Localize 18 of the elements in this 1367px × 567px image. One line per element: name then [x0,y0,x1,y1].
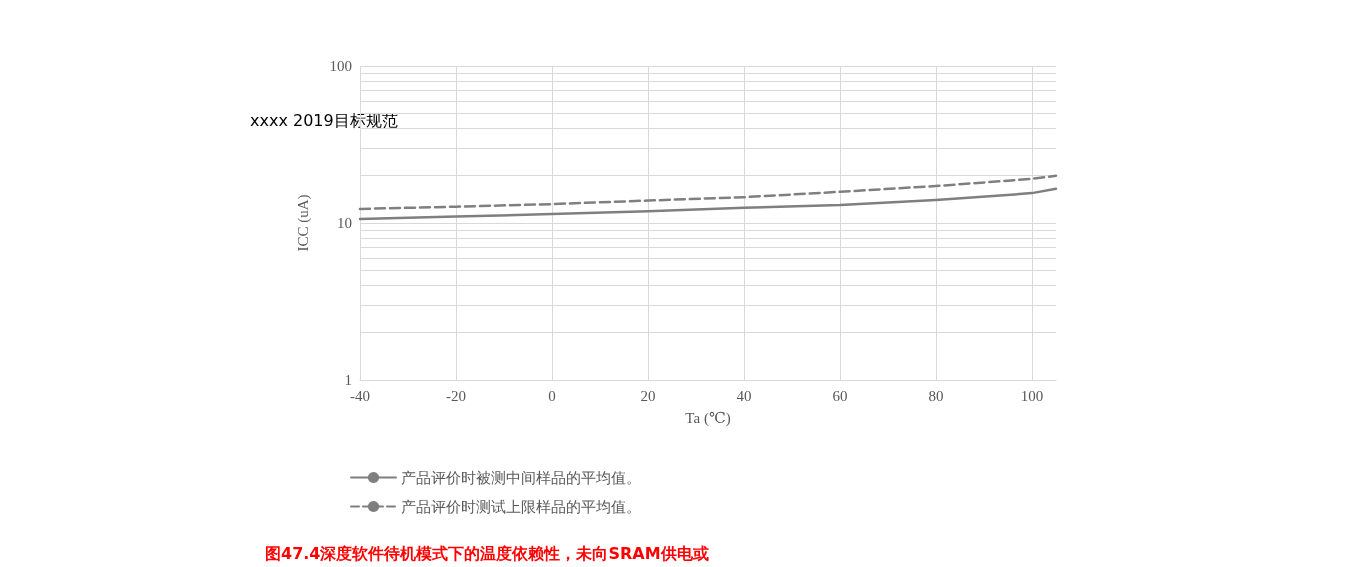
text: 图47.4深度软件待机模式下的温度依赖性，未向SRAM供电或 [265,543,709,563]
line-series [358,187,1058,221]
x-tick-label: 20 [640,387,656,404]
x-tick-label: -40 [350,387,370,404]
x-tick-label: -20 [446,387,466,404]
x-axis-title: Ta (℃) [685,409,731,427]
line-series [358,174,1058,211]
legend-label: 产品评价时被测中间样品的平均值。 [401,468,641,487]
y-axis-title: ICC (uA) [294,194,312,252]
x-tick-label: 0 [548,387,556,404]
legend-label: 产品评价时测试上限样品的平均值。 [401,497,641,516]
x-tick-label: 40 [736,387,752,404]
x-tick-label: 80 [928,387,944,404]
y-tick-label: 10 [337,215,352,231]
y-tick-label: 1 [344,372,352,388]
x-tick-label: 100 [1020,387,1044,404]
y-tick-label: 100 [329,58,352,74]
x-tick-label: 60 [832,387,848,404]
